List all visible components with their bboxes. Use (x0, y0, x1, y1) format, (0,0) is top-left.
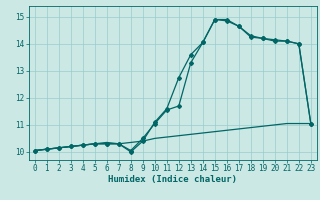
X-axis label: Humidex (Indice chaleur): Humidex (Indice chaleur) (108, 175, 237, 184)
